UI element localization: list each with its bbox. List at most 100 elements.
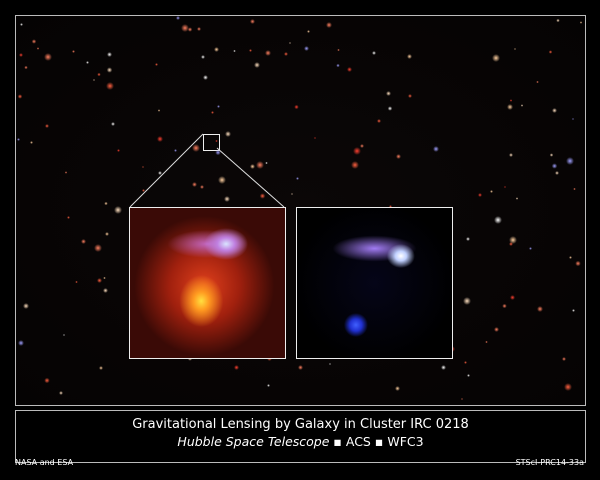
star <box>94 244 102 252</box>
star <box>201 55 206 59</box>
star <box>552 108 557 114</box>
star <box>191 181 198 188</box>
star <box>489 189 494 194</box>
star <box>528 246 533 251</box>
star <box>360 144 364 148</box>
star <box>103 276 106 280</box>
zoom-region-box <box>203 134 220 151</box>
caption-box: Gravitational Lensing by Galaxy in Clust… <box>15 410 586 463</box>
star <box>234 364 239 370</box>
star <box>72 49 76 54</box>
star <box>45 123 50 128</box>
star <box>515 197 519 201</box>
star <box>554 171 559 176</box>
star <box>18 52 24 58</box>
star <box>580 21 583 24</box>
star <box>326 22 332 28</box>
star <box>389 205 392 208</box>
star <box>504 185 507 189</box>
star <box>210 111 214 115</box>
inset-infrared <box>296 207 453 359</box>
star <box>460 397 464 401</box>
star <box>20 22 24 26</box>
star <box>213 46 220 53</box>
star <box>256 161 264 169</box>
star <box>142 189 145 192</box>
star <box>24 66 28 70</box>
star <box>31 39 37 45</box>
star <box>372 51 376 56</box>
star <box>248 49 252 52</box>
star <box>477 193 482 198</box>
star <box>288 41 292 45</box>
instrument-wfc3: WFC3 <box>387 434 424 449</box>
star <box>142 166 145 169</box>
star <box>572 308 576 312</box>
star <box>502 303 507 309</box>
star <box>85 61 89 64</box>
star <box>520 104 524 107</box>
star <box>181 24 189 32</box>
star <box>97 72 101 76</box>
inset-visible-light <box>129 207 286 359</box>
bullet: ▪ <box>333 434 342 449</box>
star <box>407 93 413 99</box>
star <box>493 327 499 333</box>
star <box>507 104 513 110</box>
star <box>233 49 236 53</box>
star <box>314 137 317 140</box>
star <box>173 148 177 152</box>
star <box>44 377 51 384</box>
star <box>508 242 513 247</box>
star <box>485 340 488 344</box>
star <box>572 187 576 191</box>
star <box>467 374 471 378</box>
bullet: ▪ <box>374 434 384 449</box>
star <box>224 195 231 202</box>
star <box>492 54 500 62</box>
star <box>509 99 513 103</box>
star <box>568 255 572 259</box>
star <box>494 216 502 224</box>
star <box>510 295 515 301</box>
star <box>548 50 553 54</box>
star <box>157 170 162 175</box>
star <box>192 144 200 152</box>
star <box>351 161 359 169</box>
star <box>154 62 158 67</box>
star <box>564 383 572 391</box>
star <box>562 357 567 361</box>
star <box>216 104 221 108</box>
star <box>387 105 393 111</box>
star <box>536 80 539 84</box>
star <box>395 153 401 159</box>
star <box>64 171 68 174</box>
star <box>575 260 581 266</box>
credit-right: STScI-PRC14-33a <box>515 458 584 467</box>
star <box>464 361 468 365</box>
star <box>250 19 256 25</box>
star <box>551 163 558 169</box>
star <box>29 140 34 145</box>
star <box>509 236 517 244</box>
star <box>202 75 208 81</box>
star <box>304 46 309 51</box>
star <box>114 206 122 214</box>
star <box>407 53 413 59</box>
star <box>104 201 108 206</box>
star <box>346 66 352 72</box>
star <box>176 16 181 20</box>
star <box>250 163 256 169</box>
star <box>93 79 96 82</box>
star <box>294 104 299 110</box>
star <box>386 90 392 96</box>
star <box>17 94 23 99</box>
star <box>23 303 29 309</box>
credit-left: NASA and ESA <box>15 458 74 467</box>
star <box>291 192 294 195</box>
star <box>337 48 340 52</box>
star <box>259 193 266 199</box>
star <box>116 148 121 153</box>
star <box>266 383 270 387</box>
star <box>353 147 361 155</box>
